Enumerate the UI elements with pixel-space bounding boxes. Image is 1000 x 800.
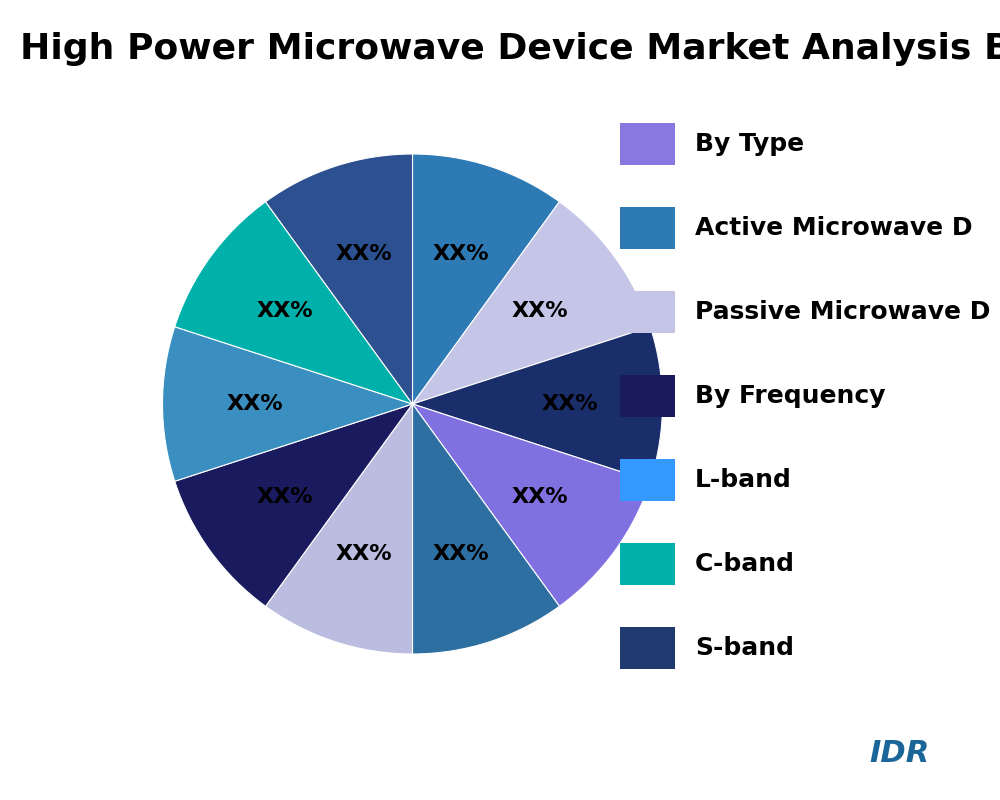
- Wedge shape: [413, 202, 650, 404]
- Text: XX%: XX%: [512, 302, 568, 322]
- Text: XX%: XX%: [433, 544, 489, 564]
- Text: XX%: XX%: [227, 394, 283, 414]
- Wedge shape: [162, 326, 413, 482]
- Wedge shape: [413, 404, 650, 606]
- Wedge shape: [412, 404, 559, 654]
- Wedge shape: [266, 404, 413, 654]
- Text: XX%: XX%: [512, 486, 568, 506]
- Text: C-band: C-band: [695, 552, 795, 576]
- Text: By Type: By Type: [695, 132, 804, 156]
- Text: By Frequency: By Frequency: [695, 384, 886, 408]
- Wedge shape: [412, 154, 559, 404]
- Text: XX%: XX%: [257, 302, 313, 322]
- Text: XX%: XX%: [257, 486, 313, 506]
- Text: S-band: S-band: [695, 636, 794, 660]
- Wedge shape: [175, 202, 413, 404]
- Text: XX%: XX%: [433, 244, 489, 264]
- Text: IDR: IDR: [870, 739, 930, 768]
- Text: Passive Microwave D: Passive Microwave D: [695, 300, 990, 324]
- Text: Active Microwave D: Active Microwave D: [695, 216, 973, 240]
- Text: XX%: XX%: [542, 394, 598, 414]
- Wedge shape: [175, 404, 413, 606]
- Wedge shape: [266, 154, 413, 404]
- Text: L-band: L-band: [695, 468, 792, 492]
- Wedge shape: [413, 326, 662, 482]
- Text: XX%: XX%: [336, 244, 392, 264]
- Text: High Power Microwave Device Market Analysis By T: High Power Microwave Device Market Analy…: [20, 32, 1000, 66]
- Text: XX%: XX%: [336, 544, 392, 564]
